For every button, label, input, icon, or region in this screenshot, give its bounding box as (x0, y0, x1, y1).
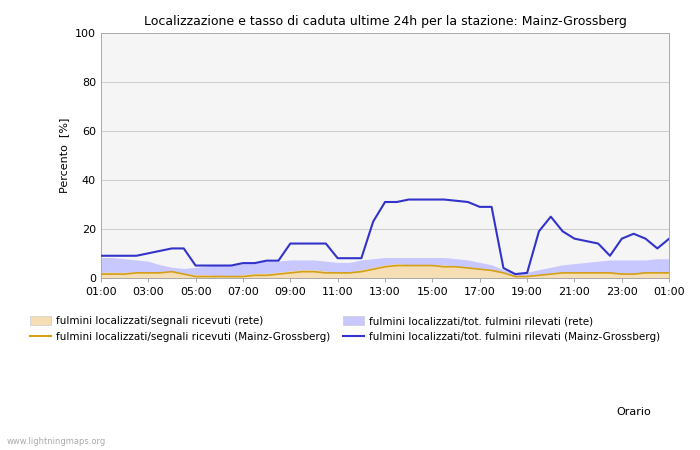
Title: Localizzazione e tasso di caduta ultime 24h per la stazione: Mainz-Grossberg: Localizzazione e tasso di caduta ultime … (144, 15, 626, 28)
Y-axis label: Percento  [%]: Percento [%] (60, 118, 69, 193)
Legend: fulmini localizzati/segnali ricevuti (rete), fulmini localizzati/segnali ricevut: fulmini localizzati/segnali ricevuti (re… (26, 312, 664, 346)
Text: Orario: Orario (616, 407, 651, 417)
Text: www.lightningmaps.org: www.lightningmaps.org (7, 436, 106, 446)
